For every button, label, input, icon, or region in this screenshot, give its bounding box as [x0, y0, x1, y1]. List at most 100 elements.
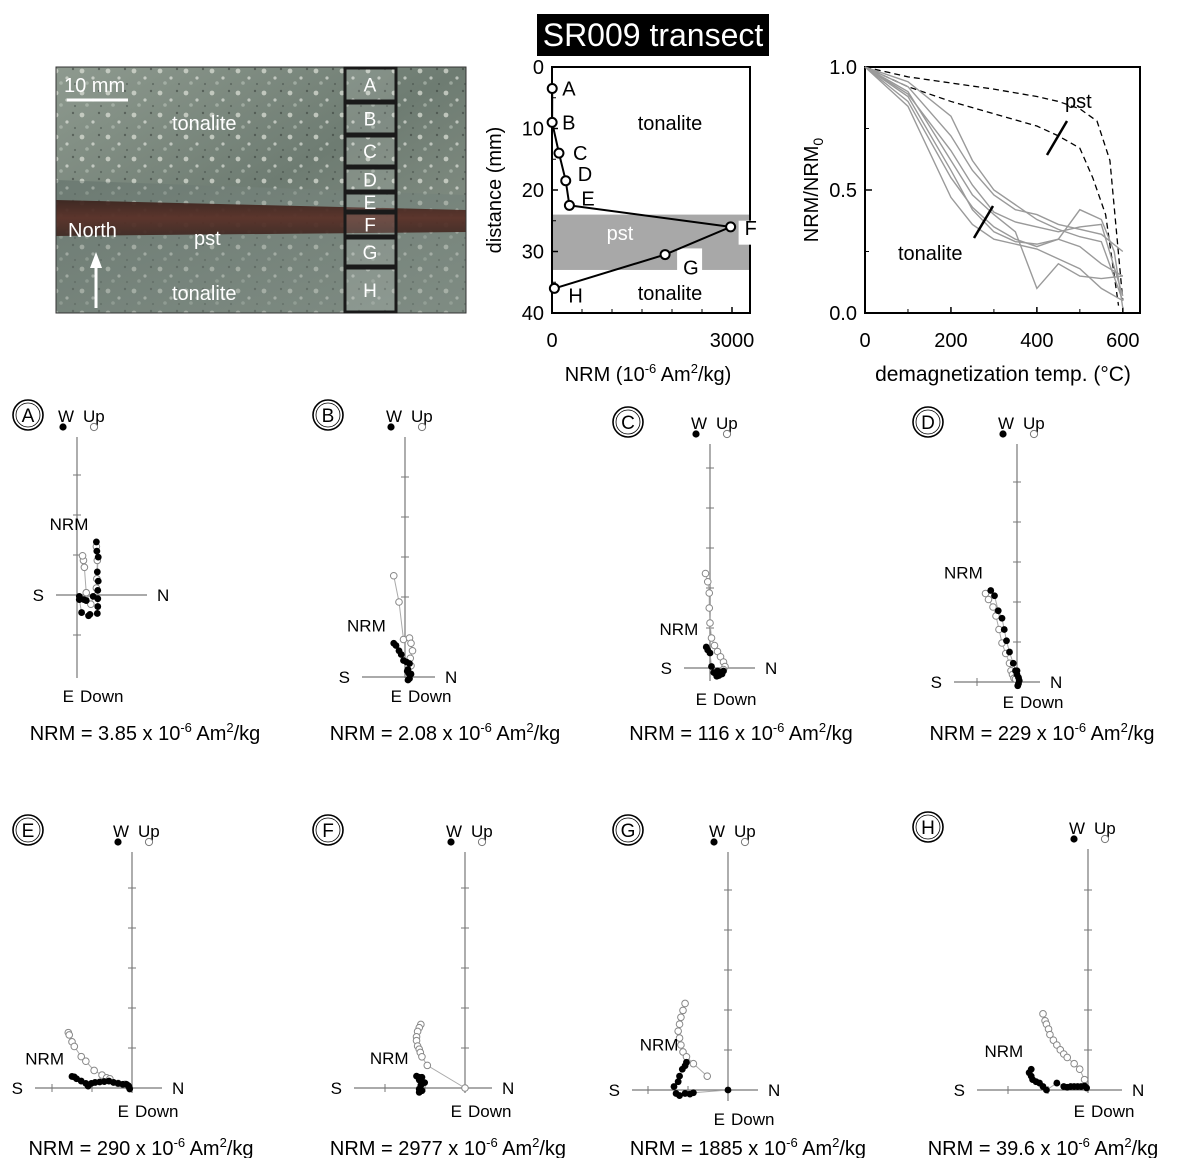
- zij-panel-F: F W Up E Down S N NRM NRM = 2977 x 10-6 Am2/kg: [312, 814, 566, 1158]
- photo-label-tonalite-bottom: tonalite: [172, 283, 237, 305]
- zij-filled-point: [94, 577, 102, 585]
- zij-open-point: [65, 1031, 74, 1039]
- zij-label-n: N: [502, 1079, 514, 1098]
- legend-filled-dot: [387, 423, 395, 431]
- zij-label-e: E: [118, 1102, 129, 1121]
- profile-xtick-label: 3000: [710, 330, 755, 352]
- zij-panel-A: A W Up E Down S N NRM NRM = 3.85 x 10-6 Am2/kg: [12, 399, 261, 745]
- zij-nrm-label: NRM: [944, 564, 983, 583]
- zij-open-point: [689, 1059, 698, 1068]
- demag-series-tonalite-6: [864, 66, 1124, 296]
- zij-filled-point: [1009, 659, 1017, 667]
- slice-box-H: [343, 266, 398, 314]
- zij-label-e: E: [1074, 1102, 1085, 1121]
- zij-open-point: [677, 1013, 685, 1022]
- profile-ytick-label: 20: [522, 180, 544, 202]
- legend-open-dot: [1100, 834, 1110, 844]
- zij-filled-point: [404, 676, 412, 684]
- zij-label-up: Up: [138, 822, 160, 841]
- legend-filled-dot: [710, 838, 718, 846]
- zij-open-point: [679, 1006, 687, 1015]
- zij-caption-A: NRM = 3.85 x 10-6 Am2/kg: [30, 720, 261, 745]
- demag-ytick-label: 0.5: [829, 180, 857, 202]
- zij-filled-point: [94, 553, 102, 561]
- north-label: North: [68, 220, 117, 242]
- zij-filled-point: [1014, 682, 1022, 690]
- zij-filled-point: [674, 1078, 682, 1086]
- zij-filled-point: [406, 660, 413, 667]
- zij-filled-point: [78, 609, 86, 616]
- zij-label-up: Up: [471, 822, 493, 841]
- demag-xtick-label: 600: [1106, 330, 1139, 352]
- demag-series-tonalite-8: [864, 66, 1124, 309]
- zij-open-point: [80, 563, 89, 572]
- zij-filled-point: [94, 586, 102, 594]
- zij-label-s: S: [661, 659, 672, 678]
- zij-filled-point: [678, 1065, 686, 1073]
- zij-open-point: [423, 1061, 432, 1070]
- zij-label-s: S: [33, 586, 44, 605]
- zij-open-point: [87, 600, 95, 609]
- zij-filled-point: [92, 538, 100, 546]
- zij-label-w: W: [998, 414, 1014, 433]
- zij-open-point: [389, 571, 398, 580]
- zij-caption-F: NRM = 2977 x 10-6 Am2/kg: [330, 1135, 566, 1158]
- zij-open-point: [1063, 1053, 1072, 1062]
- zij-filled-point: [1053, 1079, 1061, 1087]
- zij-open-point: [461, 1084, 469, 1092]
- zij-label-n: N: [1050, 673, 1062, 692]
- panel-letter-F: F: [322, 821, 334, 842]
- demag-chart: NRM/NRM0 demagnetization temp. (°C) 0.00…: [801, 57, 1141, 386]
- zij-panel-E: E W Up E Down S N NRM NRM = 290 x 10-6 Am2/kg: [12, 814, 254, 1158]
- panel-letter-E: E: [22, 821, 35, 842]
- zij-filled-point: [85, 612, 92, 620]
- zij-filled-point: [1083, 1084, 1091, 1092]
- legend-filled-dot: [692, 430, 700, 438]
- panel-badge-H: [912, 811, 944, 843]
- zij-nrm-label: NRM: [25, 1049, 64, 1068]
- nrm-profile-chart: distance (mm) NRM (10-6 Am2/kg) 0 10 20 30 4…: [484, 57, 759, 386]
- zij-label-s: S: [339, 668, 350, 687]
- legend-open-dot: [740, 837, 750, 847]
- zij-label-down: Down: [408, 687, 451, 706]
- slice-box-B: [343, 101, 398, 136]
- zij-label-up: Up: [1094, 819, 1116, 838]
- zijderveld-panels: A W Up E Down S N NRM NRM = 3.85 x 10-6 Am2/kg B W…: [12, 399, 1158, 1158]
- demag-series-tonalite-3: [864, 66, 1124, 277]
- demag-ytick-label: 1.0: [829, 57, 857, 79]
- zij-filled-point: [392, 642, 400, 649]
- slice-box-A: [343, 66, 398, 103]
- zij-filled-point: [676, 1092, 683, 1099]
- zij-filled-point: [713, 672, 721, 680]
- zij-open-point: [675, 1034, 684, 1042]
- zij-open-point: [82, 1057, 90, 1066]
- zij-open-point: [706, 619, 714, 627]
- zij-caption-G: NRM = 1885 x 10-6 Am2/kg: [630, 1135, 866, 1158]
- zij-open-point: [82, 588, 91, 597]
- profile-xtick-label: 0: [546, 330, 557, 352]
- zij-label-w: W: [691, 414, 707, 433]
- zij-label-e: E: [391, 687, 402, 706]
- panel-badge-inner-ring: [15, 817, 41, 843]
- demag-xtick-label: 400: [1020, 330, 1053, 352]
- panel-letter-C: C: [621, 413, 635, 434]
- slice-label-E: E: [364, 193, 377, 214]
- zij-label-n: N: [1132, 1081, 1144, 1100]
- zij-label-w: W: [58, 407, 74, 426]
- zij-label-e: E: [1003, 693, 1014, 712]
- zij-label-s: S: [12, 1079, 23, 1098]
- legend-open-dot: [722, 429, 732, 439]
- pst-pointer: [1045, 120, 1069, 156]
- zij-label-w: W: [113, 822, 129, 841]
- legend-filled-dot: [114, 838, 122, 846]
- panel-badge-B: [312, 399, 344, 431]
- demag-xlabel: demagnetization temp. (°C): [875, 363, 1131, 386]
- profile-point-label-G: G: [683, 258, 699, 280]
- zij-caption-C: NRM = 116 x 10-6 Am2/kg: [629, 720, 853, 745]
- zij-label-down: Down: [468, 1102, 511, 1121]
- zij-filled-point: [1000, 626, 1008, 633]
- panel-badge-inner-ring: [315, 402, 341, 428]
- zij-filled-point: [676, 1072, 683, 1080]
- demag-series-tonalite-2: [864, 66, 1124, 253]
- legend-filled-dot: [1070, 835, 1078, 843]
